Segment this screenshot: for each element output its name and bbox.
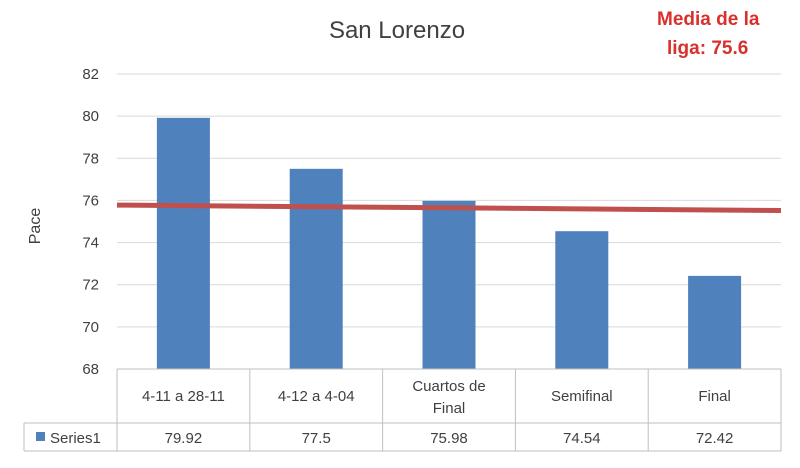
x-category-label: Final: [698, 388, 731, 405]
reference-line-label-line2: liga: 75.6: [667, 38, 748, 59]
y-tick-label: 82: [82, 66, 99, 83]
data-table-value: 77.5: [302, 430, 331, 447]
data-table: 4-11 a 28-11 4-12 a 4-04 Cuartos de Final Se…: [23, 368, 782, 452]
y-tick-label: 74: [82, 235, 99, 252]
bar: [555, 231, 609, 369]
x-category-label: Cuartos de Final: [412, 378, 485, 417]
reference-line: [116, 202, 782, 214]
y-tick-label: 70: [82, 319, 99, 336]
bar: [156, 117, 210, 369]
data-table-value: 74.54: [563, 430, 601, 447]
reference-line-label-line1: Media de la: [657, 9, 760, 30]
data-table-value: 75.98: [430, 430, 468, 447]
grid-layer: 68 70 72 74 76 78 80 82: [82, 66, 781, 378]
data-table-value: 72.42: [696, 430, 734, 447]
y-tick-label: 78: [82, 150, 99, 167]
y-tick-label: 80: [82, 108, 99, 125]
legend-swatch: [36, 432, 45, 441]
y-axis-label: Pace: [27, 208, 44, 245]
x-category-label: Semifinal: [551, 388, 613, 405]
x-category-label: 4-11 a 28-11: [142, 388, 225, 405]
bar: [289, 168, 343, 369]
reference-line-layer: [116, 202, 782, 214]
y-tick-label: 76: [82, 192, 99, 209]
bar: [688, 275, 742, 369]
data-table-value: 79.92: [165, 430, 203, 447]
y-tick-label: 72: [82, 277, 99, 294]
y-tick-label: 68: [82, 361, 99, 378]
bar: [422, 200, 476, 369]
x-category-label: 4-12 a 4-04: [278, 388, 355, 405]
bars-layer: [156, 117, 742, 369]
legend-series-name: Series1: [50, 430, 101, 447]
chart-title: San Lorenzo: [329, 17, 465, 44]
